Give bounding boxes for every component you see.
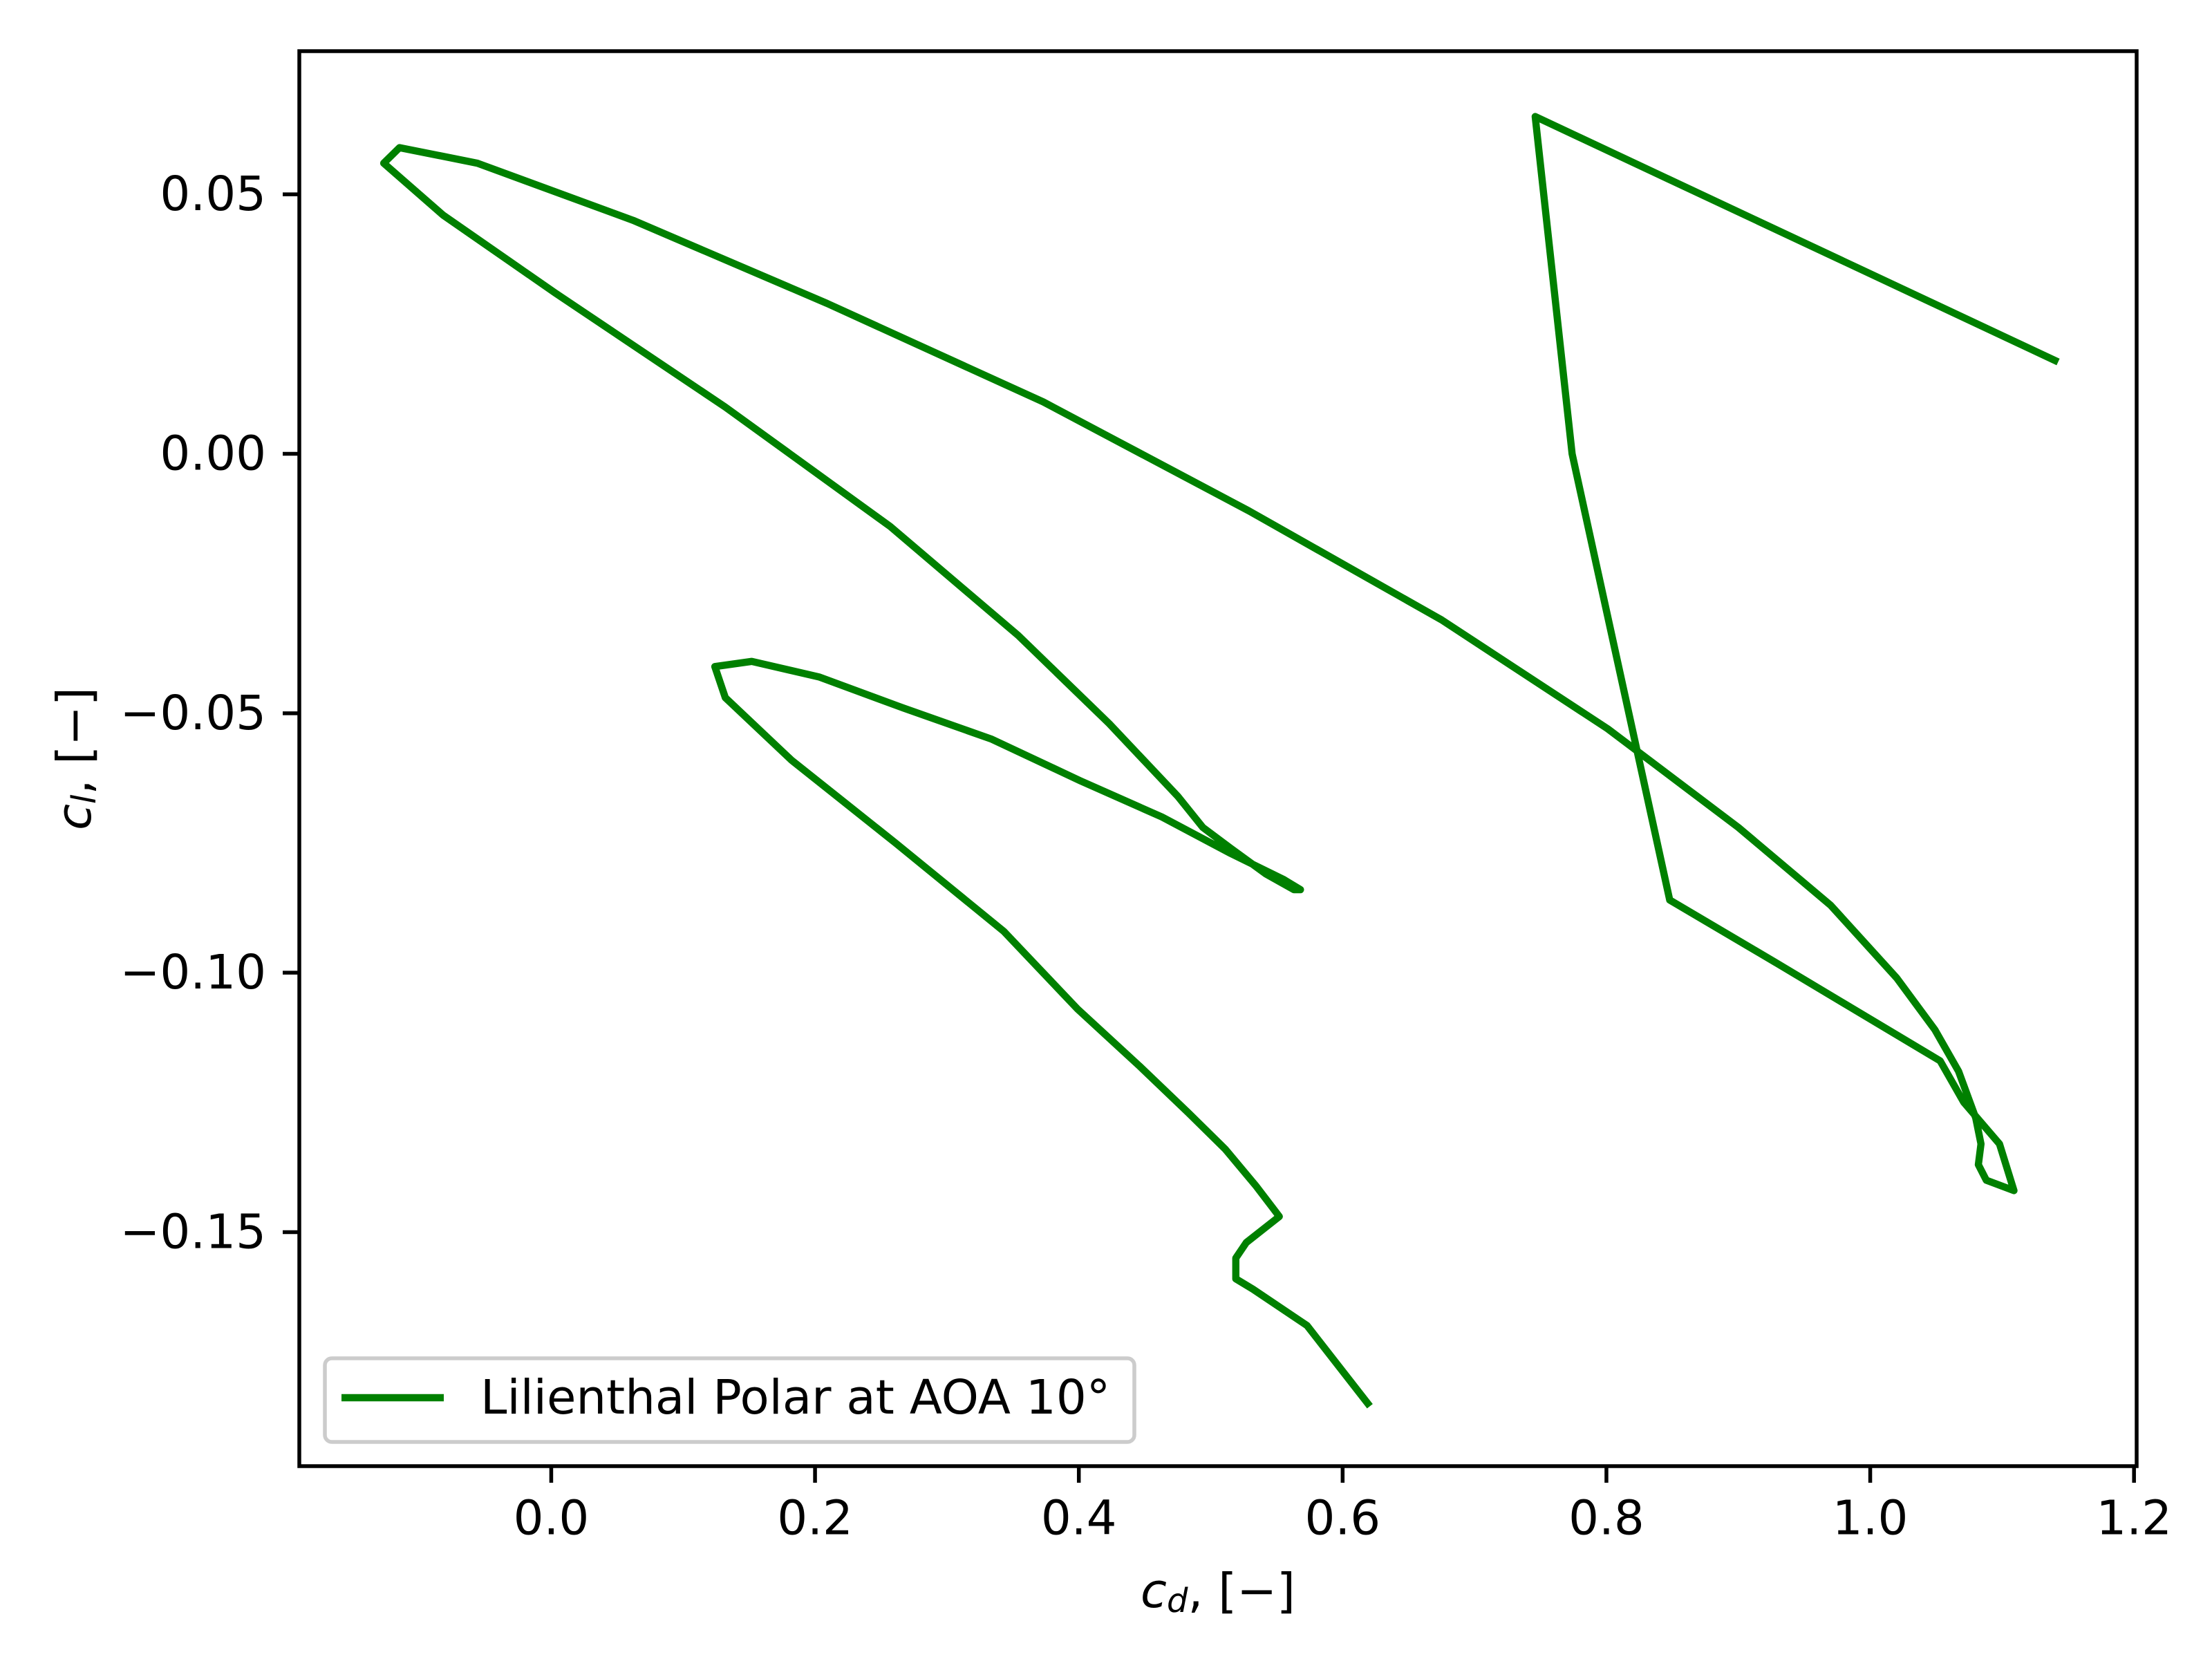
x-axis-label-unit: , [−] bbox=[1188, 1564, 1295, 1619]
x-tick-label: 1.2 bbox=[2096, 1490, 2172, 1546]
y-axis-label-subscript: l bbox=[65, 794, 104, 804]
legend-box bbox=[323, 1356, 1136, 1444]
y-tick-label: 0.00 bbox=[160, 426, 266, 481]
x-tick-label: 0.8 bbox=[1568, 1490, 1644, 1546]
x-tick-label: 1.0 bbox=[1833, 1490, 1909, 1546]
y-tick-label: −0.15 bbox=[120, 1204, 266, 1259]
y-tick-label: 0.05 bbox=[160, 167, 266, 222]
y-axis-label-unit: , [−] bbox=[47, 687, 102, 795]
x-axis-label: cd, [−] bbox=[1141, 1564, 1295, 1620]
y-axis-label-symbol: c bbox=[47, 804, 102, 830]
x-tick-label: 0.6 bbox=[1304, 1490, 1380, 1546]
y-tick-label: −0.05 bbox=[120, 686, 266, 741]
legend-label: Lilienthal Polar at AOA 10° bbox=[480, 1370, 1110, 1425]
x-axis-label-symbol: c bbox=[1141, 1564, 1167, 1619]
x-tick-label: 0.2 bbox=[777, 1490, 853, 1546]
x-axis-label-subscript: d bbox=[1167, 1582, 1188, 1620]
y-tick-label: −0.10 bbox=[120, 945, 266, 1000]
y-axis-label: cl, [−] bbox=[47, 687, 104, 830]
axes-frame bbox=[297, 49, 2139, 1468]
data-line bbox=[379, 113, 2060, 1409]
x-tick-label: 0.4 bbox=[1041, 1490, 1117, 1546]
x-tick-label: 0.0 bbox=[514, 1490, 590, 1546]
